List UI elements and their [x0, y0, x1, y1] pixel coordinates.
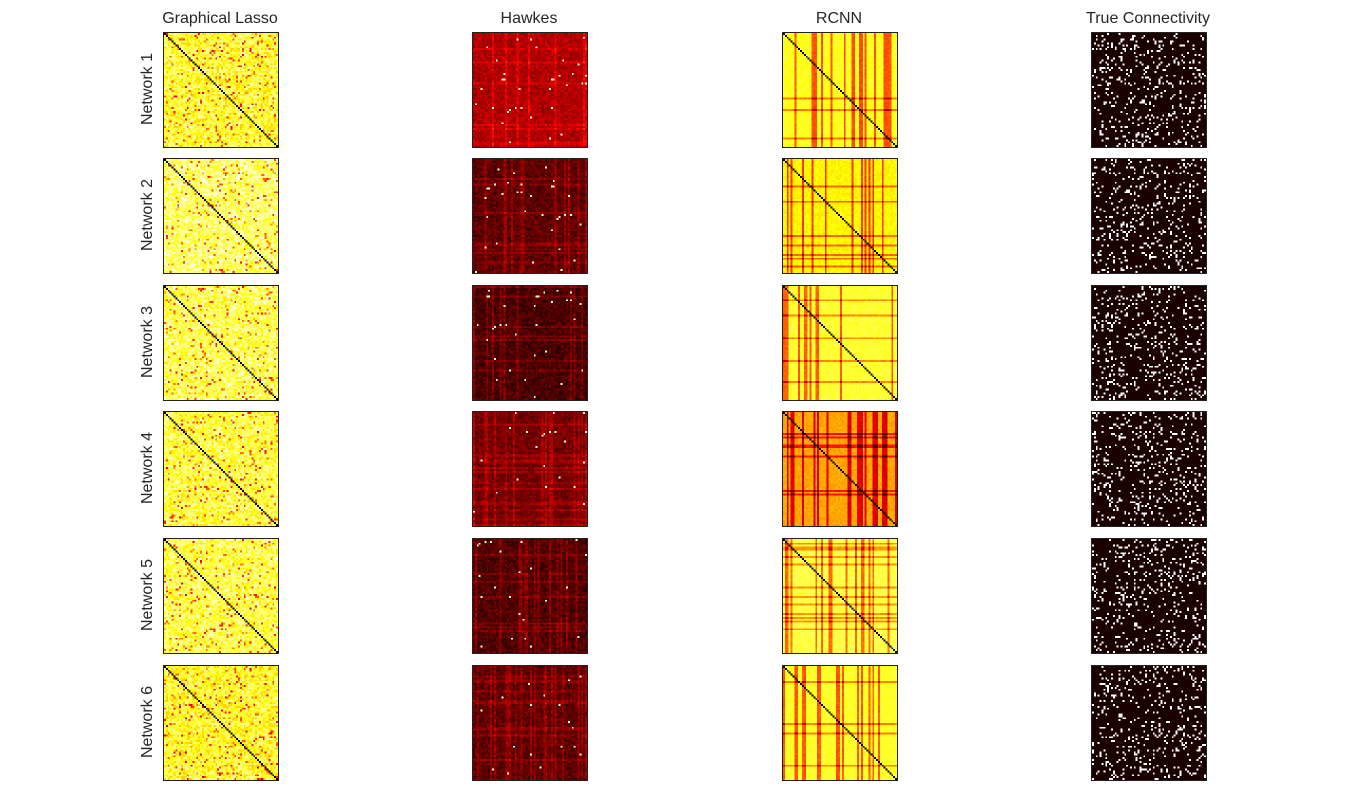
heatmap-cells [164, 412, 278, 526]
heatmap-graphical-lasso-network-6 [163, 665, 279, 781]
heatmap-graphical-lasso-network-5 [163, 538, 279, 654]
heatmap-cells [783, 412, 897, 526]
heatmap-cells [1092, 286, 1206, 400]
heatmap-true-connectivity-network-5 [1091, 538, 1207, 654]
heatmap-hawkes-network-4 [472, 411, 588, 527]
heatmap-cells [1092, 539, 1206, 653]
heatmap-cells [1092, 33, 1206, 147]
heatmap-cells [473, 286, 587, 400]
heatmap-hawkes-network-2 [472, 158, 588, 274]
heatmap-true-connectivity-network-4 [1091, 411, 1207, 527]
heatmap-cells [473, 412, 587, 526]
heatmap-hawkes-network-5 [472, 538, 588, 654]
heatmap-rcnn-network-2 [782, 158, 898, 274]
row-label-network-6: Network 6 [139, 685, 156, 759]
heatmap-cells [1092, 666, 1206, 780]
heatmap-graphical-lasso-network-1 [163, 32, 279, 148]
heatmap-true-connectivity-network-1 [1091, 32, 1207, 148]
heatmap-cells [473, 666, 587, 780]
heatmap-hawkes-network-1 [472, 32, 588, 148]
heatmap-graphical-lasso-network-3 [163, 285, 279, 401]
heatmap-cells [164, 539, 278, 653]
heatmap-cells [473, 33, 587, 147]
heatmap-true-connectivity-network-6 [1091, 665, 1207, 781]
heatmap-cells [164, 286, 278, 400]
column-title-true-connectivity: True Connectivity [1086, 10, 1210, 27]
heatmap-true-connectivity-network-3 [1091, 285, 1207, 401]
heatmap-cells [783, 286, 897, 400]
column-title-graphical-lasso: Graphical Lasso [162, 10, 278, 27]
heatmap-cells [783, 33, 897, 147]
heatmap-rcnn-network-4 [782, 411, 898, 527]
heatmap-graphical-lasso-network-2 [163, 158, 279, 274]
heatmap-cells [473, 159, 587, 273]
heatmap-cells [783, 539, 897, 653]
row-label-network-5: Network 5 [139, 558, 156, 632]
heatmap-cells [783, 666, 897, 780]
heatmap-rcnn-network-5 [782, 538, 898, 654]
heatmap-cells [783, 159, 897, 273]
heatmap-cells [164, 33, 278, 147]
row-label-network-3: Network 3 [139, 305, 156, 379]
column-title-hawkes: Hawkes [500, 10, 558, 27]
heatmap-hawkes-network-3 [472, 285, 588, 401]
heatmap-cells [164, 159, 278, 273]
heatmap-cells [473, 539, 587, 653]
heatmap-hawkes-network-6 [472, 665, 588, 781]
heatmap-cells [164, 666, 278, 780]
heatmap-rcnn-network-3 [782, 285, 898, 401]
row-label-network-1: Network 1 [139, 52, 156, 126]
heatmap-rcnn-network-1 [782, 32, 898, 148]
heatmap-rcnn-network-6 [782, 665, 898, 781]
column-title-rcnn: RCNN [815, 10, 863, 27]
row-label-network-2: Network 2 [139, 178, 156, 252]
heatmap-graphical-lasso-network-4 [163, 411, 279, 527]
row-label-network-4: Network 4 [139, 431, 156, 505]
heatmap-cells [1092, 412, 1206, 526]
heatmap-cells [1092, 159, 1206, 273]
heatmap-true-connectivity-network-2 [1091, 158, 1207, 274]
